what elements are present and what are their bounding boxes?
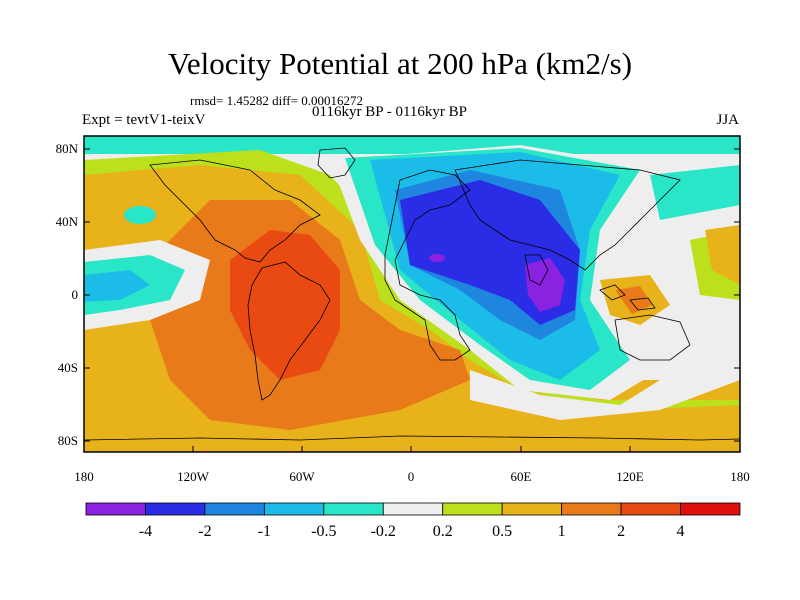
north-america-coast (149, 159, 321, 263)
lon-label-120e: 120E (616, 469, 644, 484)
colorbar-label: -2 (198, 523, 211, 540)
greenland-coast (317, 147, 356, 179)
colorbar-label: -0.5 (311, 523, 336, 540)
colorbar-label: -1 (258, 523, 271, 540)
colorbar-swatch (442, 502, 503, 516)
colorbar-label: -4 (139, 523, 152, 540)
europe-africa-coast (384, 169, 471, 361)
field-pacific-west-cyan (84, 270, 150, 302)
lon-label-60e: 60E (511, 469, 532, 484)
maritime-islands-coast (599, 284, 656, 311)
colorbar-label: 2 (617, 523, 625, 540)
asia-coast (454, 159, 681, 271)
lon-label-180w: 180 (74, 469, 94, 484)
chart-title: Velocity Potential at 200 hPa (km2/s) (167, 46, 633, 81)
colorbar-swatch (204, 502, 265, 516)
colorbar-label: 4 (677, 523, 685, 540)
velocity-potential-field (84, 136, 740, 452)
colorbar-swatch (382, 502, 444, 516)
colorbar-swatch (501, 502, 563, 516)
colorbar-label: 0.2 (433, 523, 453, 540)
south-america-coast (247, 261, 331, 401)
field-far-east-tan (705, 225, 740, 285)
colorbar-swatch (680, 502, 741, 516)
lat-label-40n: 40N (56, 214, 79, 229)
lat-label-0: 0 (72, 287, 79, 302)
australia-coast (614, 314, 691, 361)
colorbar-swatch (620, 502, 681, 516)
field-pacific-north-teal (124, 206, 156, 224)
colorbar: -4 -2 -1 -0.5 -0.2 0.2 0.5 1 2 4 (85, 502, 741, 540)
india-coast (524, 254, 549, 286)
colorbar-label: 1 (558, 523, 566, 540)
colorbar-swatch (85, 502, 146, 516)
lon-label-120w: 120W (177, 469, 210, 484)
colorbar-swatch (263, 502, 325, 516)
stats-line: rmsd= 1.45282 diff= 0.00016272 (190, 93, 363, 108)
field-north-band (84, 136, 740, 154)
field-small-purple (429, 254, 445, 262)
colorbar-swatch (323, 502, 384, 516)
plot-frame (83, 135, 741, 453)
lat-label-80n: 80N (56, 141, 79, 156)
colorbar-label: -0.2 (371, 523, 396, 540)
season-label: JJA (716, 112, 739, 128)
colorbar-swatch (145, 502, 206, 516)
lon-label-60w: 60W (289, 469, 315, 484)
colorbar-swatch (561, 502, 622, 516)
coastlines (84, 147, 740, 441)
field-minimum-purple (525, 258, 565, 312)
field-americas-red (230, 230, 340, 380)
lat-tick-marks (84, 148, 740, 442)
lat-label-80s: 80S (58, 433, 78, 448)
colorbar-label: 0.5 (492, 523, 512, 540)
lat-label-40s: 40S (58, 360, 78, 375)
field-south-white-band (470, 355, 740, 420)
experiment-label: Expt = tevtV1-teixV (82, 112, 206, 128)
period-subtitle: 0116kyr BP - 0116kyr BP (312, 104, 468, 120)
lon-label-0: 0 (408, 469, 415, 484)
lon-tick-marks (83, 446, 741, 452)
antarctica-coast (84, 435, 740, 441)
lon-label-180e: 180 (730, 469, 750, 484)
